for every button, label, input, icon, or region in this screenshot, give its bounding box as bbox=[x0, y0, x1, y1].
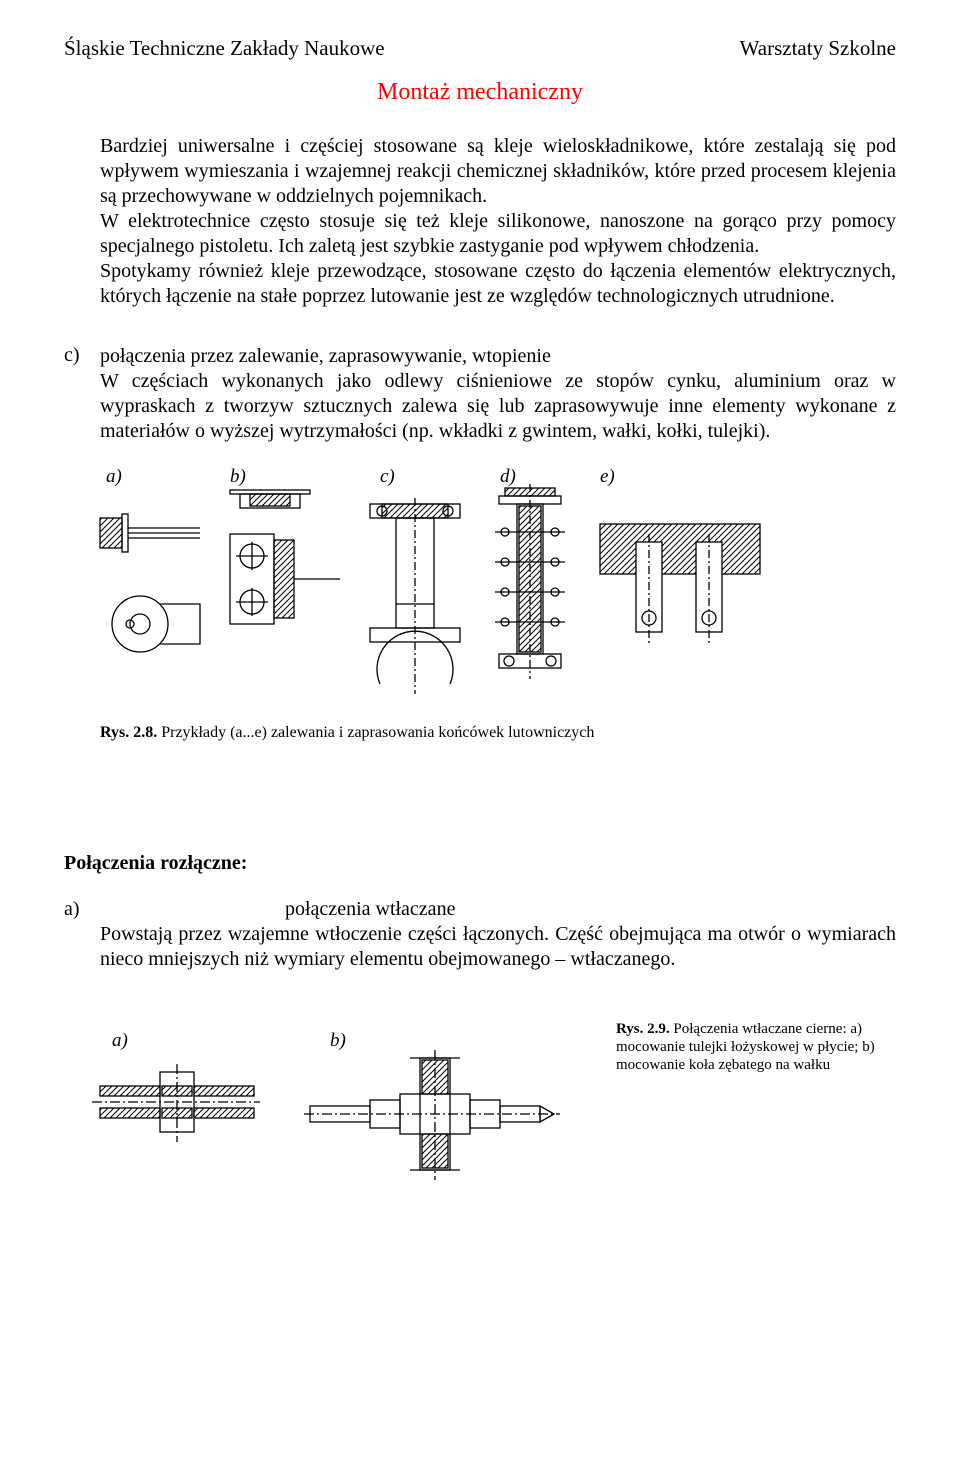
paragraph-2: W elektrotechnice często stosuje się też… bbox=[100, 209, 896, 259]
fig2-drawing bbox=[100, 1050, 580, 1220]
section-a-marker: a) bbox=[64, 897, 100, 922]
section-c-title: połączenia przez zalewanie, zaprasowywan… bbox=[100, 345, 551, 367]
section-a: a) połączenia wtłaczane Powstają przez w… bbox=[64, 897, 896, 972]
header-left: Śląskie Techniczne Zakłady Naukowe bbox=[64, 36, 385, 61]
section-c-text: W częściach wykonanych jako odlewy ciśni… bbox=[100, 370, 896, 442]
fig2-label-a: a) bbox=[112, 1030, 128, 1052]
figure-1-caption-num: Rys. 2.8. bbox=[100, 724, 157, 741]
header-row: Śląskie Techniczne Zakłady Naukowe Warsz… bbox=[64, 36, 896, 61]
section-rozlaczne-heading: Połączenia rozłączne: bbox=[64, 852, 896, 875]
figure-1-caption: Rys. 2.8. Przykłady (a...e) zalewania i … bbox=[100, 724, 896, 742]
figure-1: a) b) c) d) e) bbox=[100, 466, 896, 716]
section-c: c) połączenia przez zalewanie, zaprasowy… bbox=[64, 343, 896, 444]
figure-2-caption-num: Rys. 2.9. bbox=[616, 1021, 670, 1037]
figure-2-caption: Rys. 2.9. Połączenia wtłaczane cierne: a… bbox=[616, 1020, 896, 1074]
header-right: Warsztaty Szkolne bbox=[740, 36, 896, 61]
document-title: Montaż mechaniczny bbox=[64, 79, 896, 106]
fig2-label-b: b) bbox=[330, 1030, 346, 1052]
section-c-body: połączenia przez zalewanie, zaprasowywan… bbox=[100, 344, 896, 444]
fig1-drawing bbox=[100, 484, 860, 724]
section-a-body: Powstają przez wzajemne wtłoczenie częśc… bbox=[100, 922, 896, 972]
paragraph-1: Bardziej uniwersalne i częściej stosowan… bbox=[100, 134, 896, 209]
figure-2: a) b) bbox=[100, 1020, 896, 1190]
section-a-title: połączenia wtłaczane bbox=[285, 897, 455, 922]
section-c-marker: c) bbox=[64, 343, 100, 368]
figure-1-caption-text: Przykłady (a...e) zalewania i zaprasowan… bbox=[157, 724, 594, 741]
paragraph-3: Spotykamy również kleje przewodzące, sto… bbox=[100, 259, 896, 309]
